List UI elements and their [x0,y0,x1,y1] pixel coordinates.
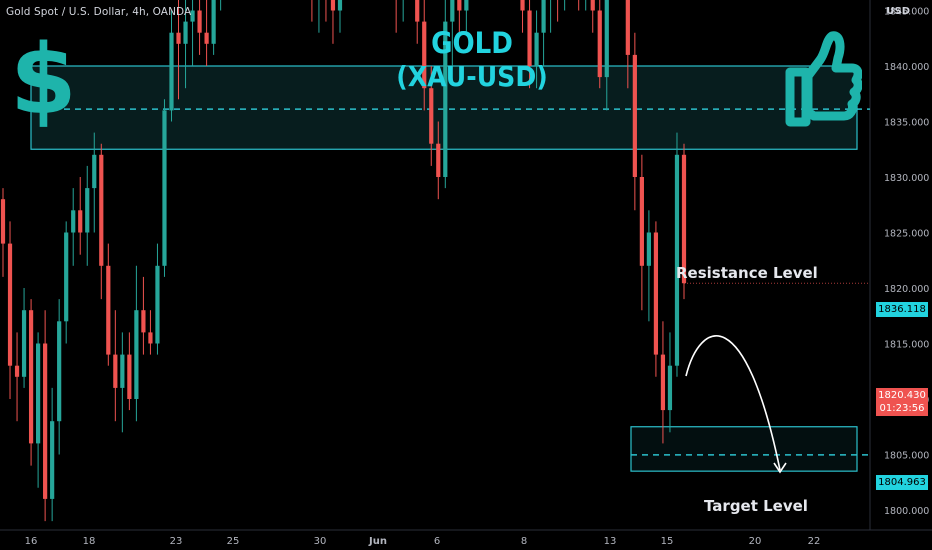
y-tick-label: 1820.000 [884,284,929,295]
candle-body [197,11,201,33]
x-tick-label: 30 [314,536,327,547]
x-tick-label: 8 [521,536,527,547]
x-tick-label: 15 [661,536,674,547]
candle-body [520,0,524,11]
candle-body [8,244,12,366]
candle-body [71,210,75,232]
y-tick-label: 1815.000 [884,340,929,351]
candle-body [415,0,419,22]
currency-label: USD [886,6,910,17]
dollar-icon: $ [10,32,77,128]
candle-body [113,355,117,388]
candle-body [134,310,138,399]
y-tick-label: 1825.000 [884,229,929,240]
candle-body [338,0,342,11]
candle-body [85,188,89,232]
candle-body [50,421,54,499]
candle-body [78,210,82,232]
candle-body [155,266,159,344]
candle-body [1,199,5,243]
candle-body [640,177,644,266]
target-zone [631,427,857,471]
candle-body [633,55,637,177]
x-tick-label: 16 [25,536,38,547]
x-tick-label: 23 [170,536,183,547]
y-tick-label: 1800.000 [884,506,929,517]
x-tick-label: 22 [808,536,821,547]
candle-body [64,233,68,322]
thumbs-up-icon [784,30,862,130]
candle-body [36,344,40,444]
chart-subtitle: (XAU-USD) [372,60,572,93]
candle-body [591,0,595,11]
y-tick-label: 1840.000 [884,62,929,73]
candle-body [675,155,679,366]
chart-title: GOLD [372,26,572,60]
candle-body [450,0,454,22]
candle-body [148,332,152,343]
candle-body [331,0,335,11]
candle-body [176,33,180,44]
candle-body [212,0,216,44]
candle-body [436,144,440,177]
x-tick-label: Jun [368,536,387,547]
resistance-price-badge: 1836.118 [876,302,928,317]
candle-body [120,355,124,388]
x-tick-label: 6 [434,536,440,547]
y-tick-label: 1830.000 [884,173,929,184]
candle-body [183,22,187,44]
y-tick-label: 1805.000 [884,451,929,462]
y-tick-label: 1835.000 [884,118,929,129]
candle-body [605,0,609,77]
candle-body [626,0,630,55]
candle-body [654,233,658,355]
candle-body [15,366,19,377]
candle-body [43,344,47,499]
x-tick-label: 18 [83,536,96,547]
candle-body [169,33,173,111]
candle-body [127,355,131,399]
candle-body [429,88,433,144]
candle-body [29,310,33,443]
candle-body [647,233,651,266]
candle-body [22,310,26,377]
candle-body [106,266,110,355]
candle-body [204,33,208,44]
candle-body [99,155,103,266]
symbol-header[interactable]: Gold Spot / U.S. Dollar, 4h, OANDA [6,6,191,18]
x-tick-label: 25 [227,536,240,547]
resistance-level-label: Resistance Level [676,264,818,282]
candle-body [162,110,166,265]
x-tick-label: 20 [749,536,762,547]
candle-body [457,0,461,11]
candle-body [668,366,672,410]
target-price-badge: 1804.963 [876,475,928,490]
candle-body [464,0,468,11]
target-level-label: Target Level [704,497,808,515]
candle-body [92,155,96,188]
candle-body [661,355,665,411]
candle-body [598,11,602,78]
candle-body [141,310,145,332]
countdown-badge: 01:23:56 [876,401,928,416]
x-tick-label: 13 [604,536,617,547]
candle-body [57,321,61,421]
